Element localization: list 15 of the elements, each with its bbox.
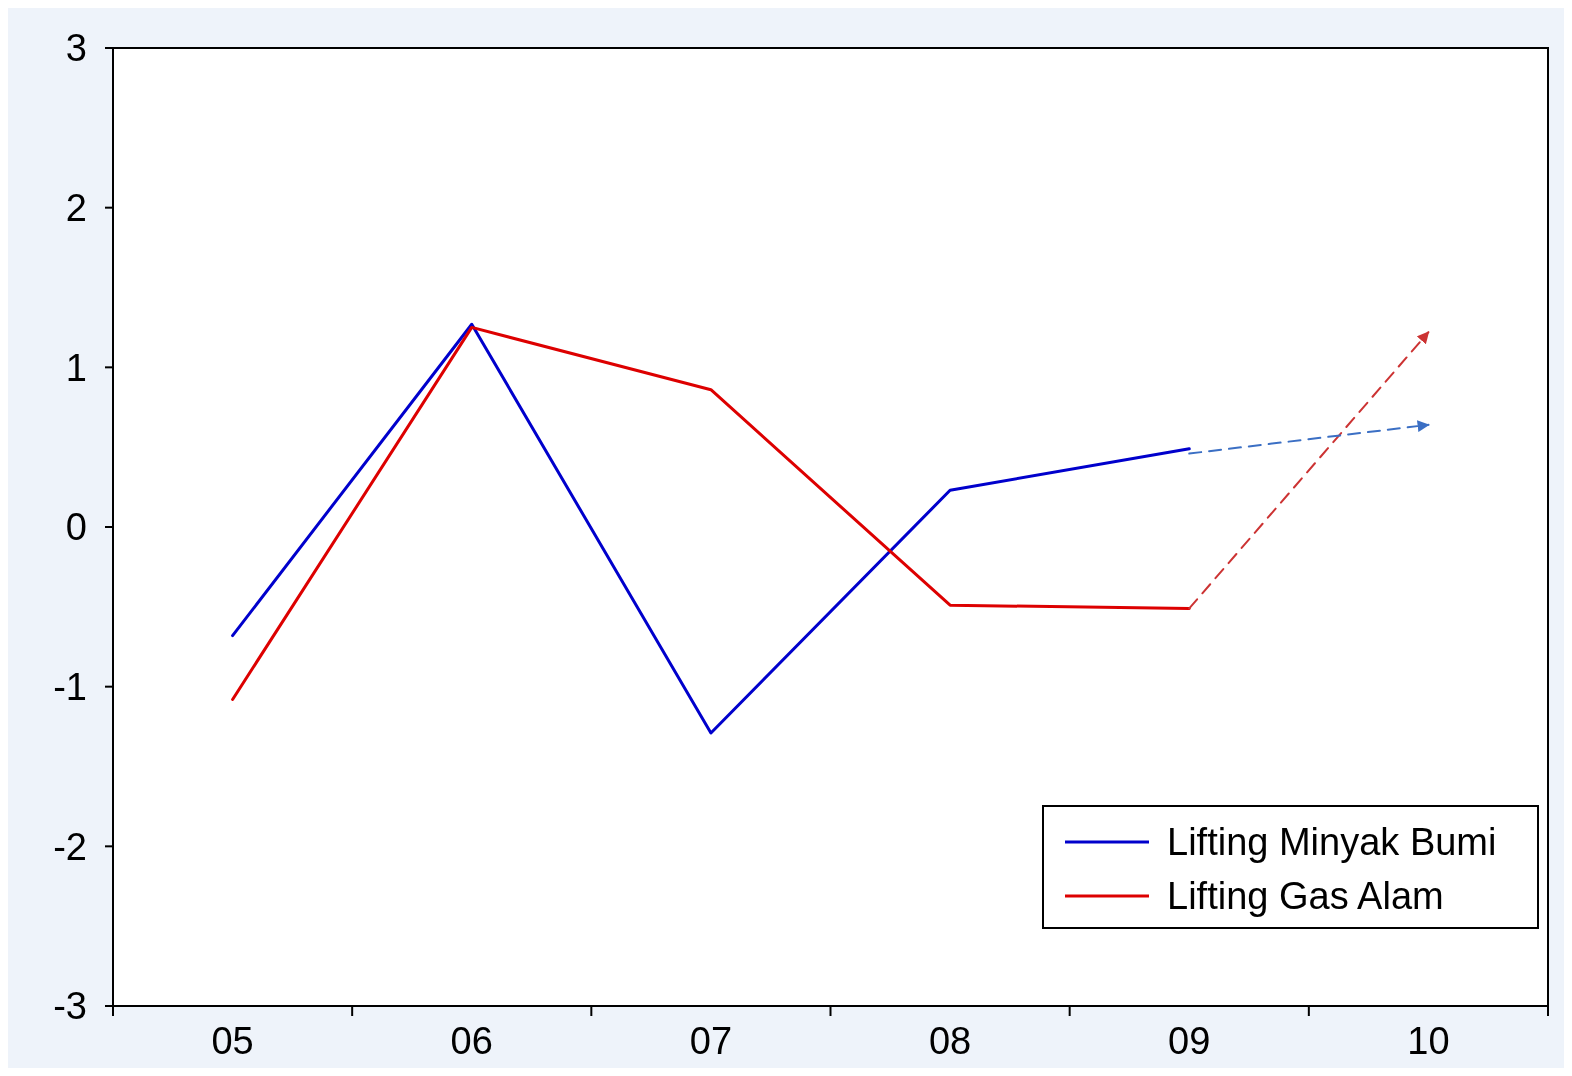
- y-tick-label: -1: [53, 665, 87, 708]
- y-tick-label: -2: [53, 825, 87, 868]
- legend-label: Lifting Minyak Bumi: [1167, 821, 1497, 864]
- x-tick-label: 06: [450, 1020, 493, 1062]
- x-tick-label: 10: [1407, 1020, 1450, 1062]
- y-tick-label: -3: [53, 985, 87, 1028]
- y-tick-label: 2: [65, 186, 87, 229]
- x-tick-label: 09: [1168, 1020, 1211, 1062]
- x-tick-label: 07: [689, 1020, 733, 1062]
- y-tick-label: 1: [65, 346, 87, 389]
- y-tick-label: 3: [65, 27, 87, 70]
- x-tick-label: 05: [211, 1020, 254, 1062]
- y-tick-label: 0: [65, 506, 87, 549]
- x-tick-label: 08: [928, 1020, 972, 1062]
- legend-label: Lifting Gas Alam: [1167, 875, 1444, 918]
